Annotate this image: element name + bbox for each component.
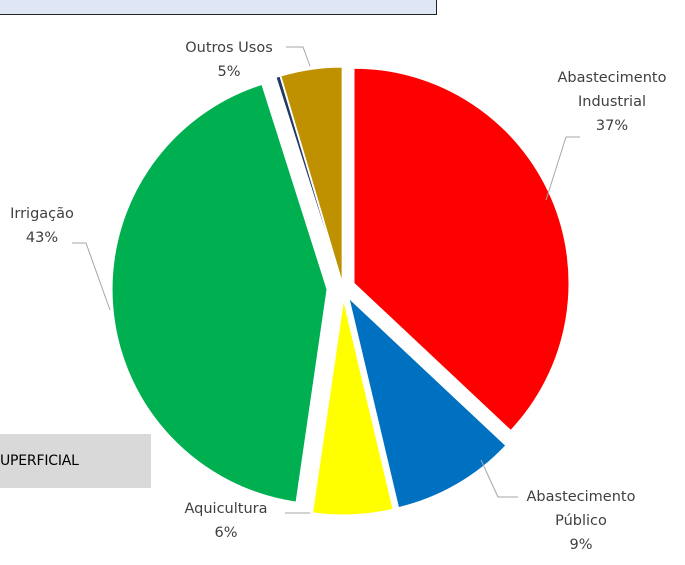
- slice-label-line: Abastecimento: [558, 70, 667, 86]
- slice-labels: Abastecimento Industrial 37% Abastecimento P…: [10, 40, 667, 553]
- slice-label-3: Irrigação 43%: [10, 206, 74, 246]
- leader-lines: [72, 46, 580, 514]
- slice-label-1: Abastecimento Público 9%: [527, 489, 636, 553]
- top-header-box: [0, 0, 437, 15]
- slice-percent: 37%: [596, 118, 628, 134]
- slice-percent: 5%: [217, 64, 240, 80]
- slice-label-line: Abastecimento: [527, 489, 636, 505]
- slice-percent: 43%: [26, 230, 58, 246]
- pie-slice-4: [275, 75, 342, 283]
- pie-slice-2: [311, 299, 394, 516]
- side-label-box: UPERFICIAL: [0, 434, 151, 488]
- pie-slice-1: [348, 296, 507, 509]
- pie-slice-0: [353, 67, 570, 432]
- pie-slices: [111, 66, 570, 516]
- slice-label-line: Irrigação: [10, 206, 74, 222]
- pie-slice-5: [280, 66, 343, 283]
- slice-label-line: Industrial: [578, 94, 646, 110]
- slice-label-line: Aquicultura: [185, 501, 268, 517]
- slice-label-5: Outros Usos 5%: [185, 40, 273, 80]
- leader-line-0: [545, 136, 580, 201]
- slice-label-line: Público: [555, 513, 607, 529]
- side-label-text: UPERFICIAL: [0, 453, 79, 469]
- slice-percent: 6%: [214, 525, 237, 541]
- leader-line-5: [286, 46, 311, 67]
- slice-label-2: Aquicultura 6%: [185, 501, 268, 541]
- slice-label-line: Outros Usos: [185, 40, 273, 56]
- leader-line-3: [72, 242, 111, 311]
- slice-label-0: Abastecimento Industrial 37%: [558, 70, 667, 134]
- slice-percent: 9%: [569, 537, 592, 553]
- leader-line-1: [480, 459, 518, 498]
- pie-slice-3: [111, 83, 328, 503]
